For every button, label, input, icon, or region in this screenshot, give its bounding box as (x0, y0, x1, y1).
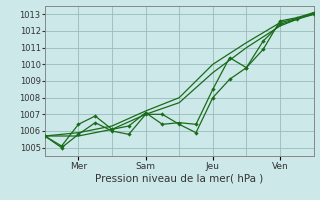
X-axis label: Pression niveau de la mer( hPa ): Pression niveau de la mer( hPa ) (95, 173, 263, 183)
